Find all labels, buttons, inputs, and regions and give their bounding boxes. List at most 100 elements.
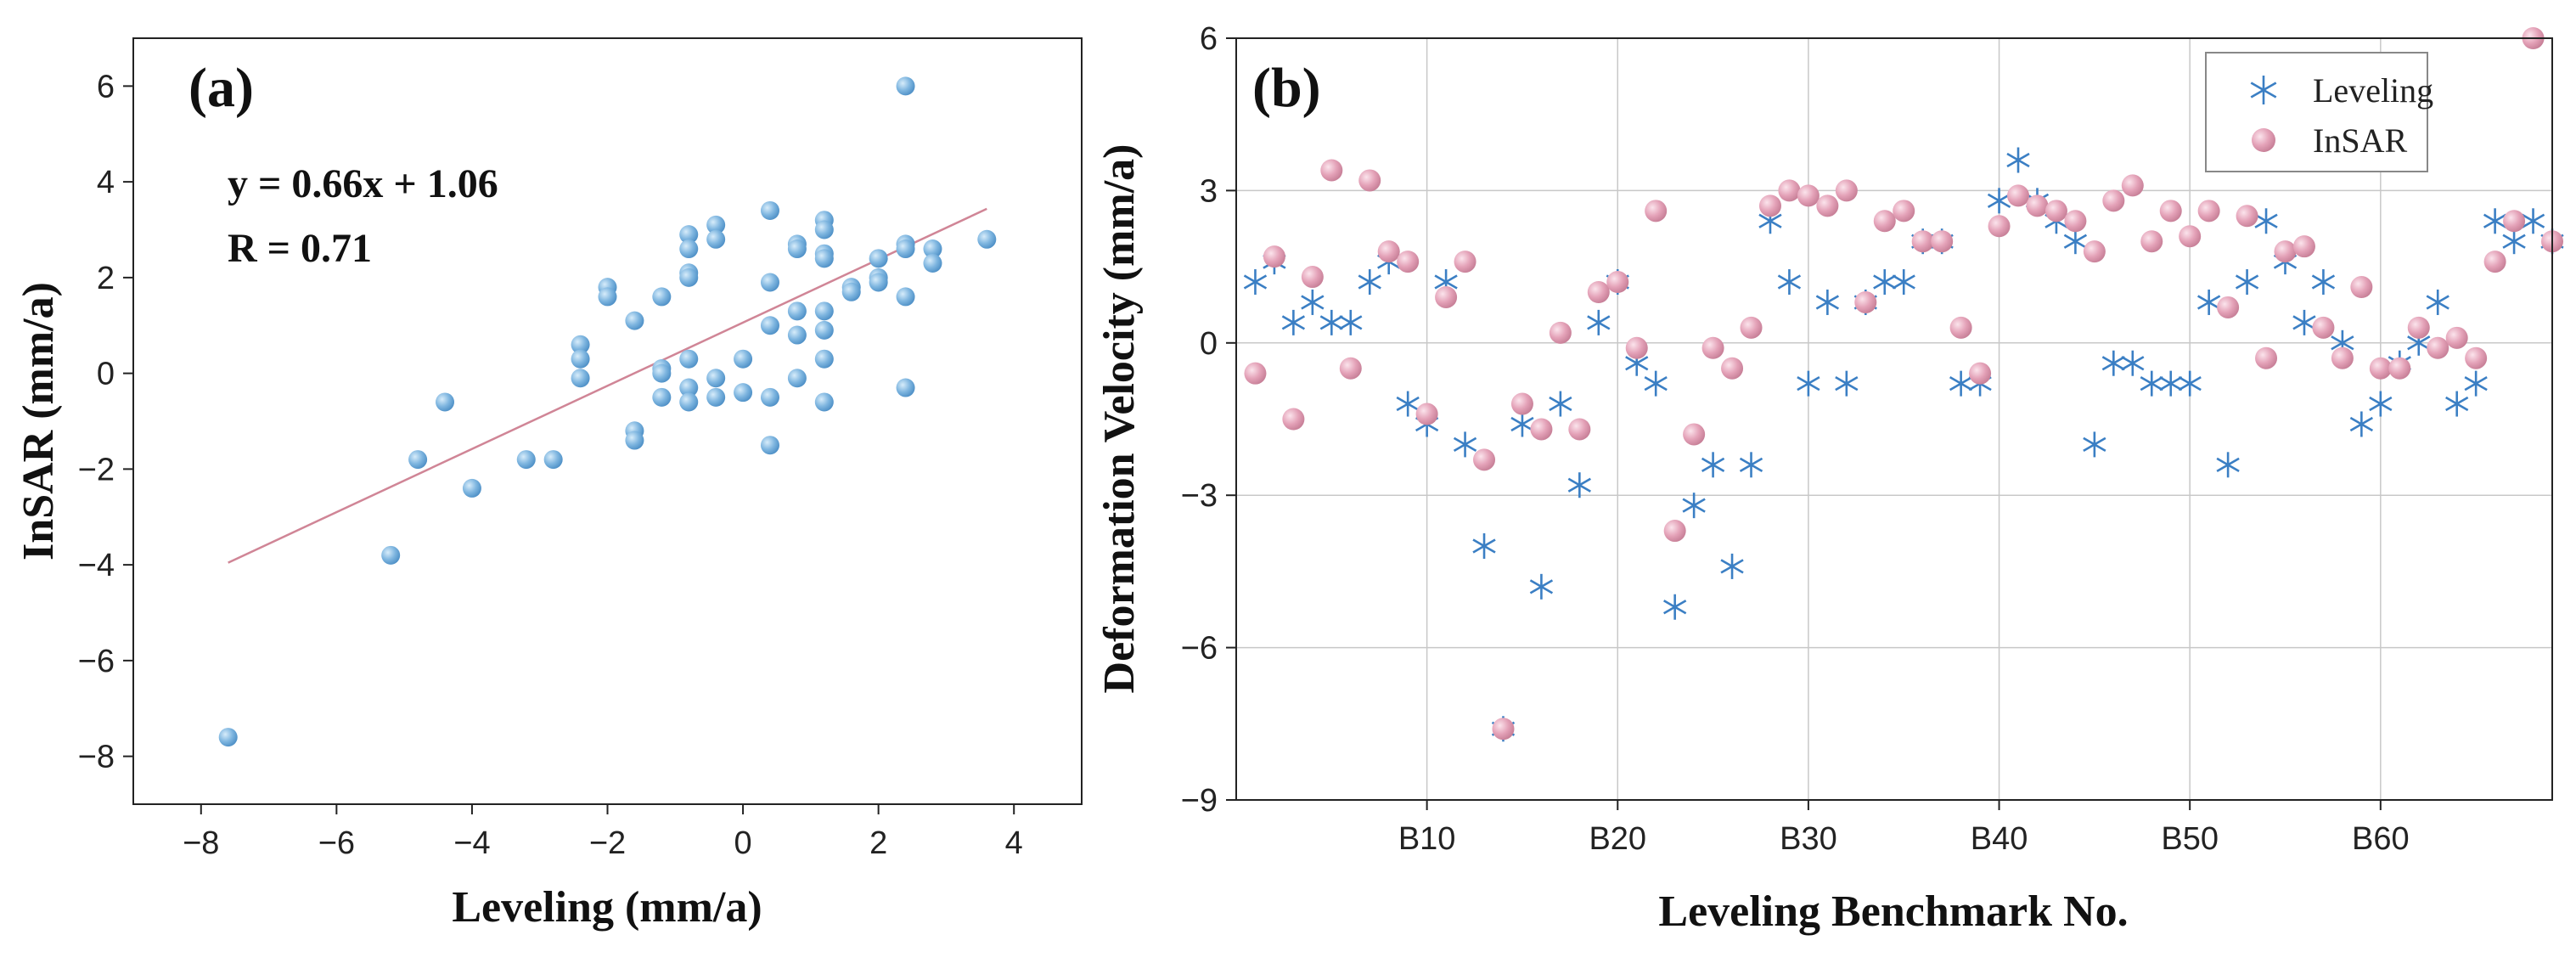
leveling-point-stroke <box>1281 315 1306 330</box>
x-tick-label: 2 <box>869 825 887 861</box>
insar-point <box>2350 276 2373 299</box>
data-point <box>652 287 672 307</box>
insar-point <box>1988 215 2011 238</box>
data-point <box>760 436 779 455</box>
leveling-point-stroke <box>1873 274 1897 290</box>
leveling-point <box>1472 533 1496 559</box>
data-point <box>814 349 834 369</box>
insar-point <box>2121 174 2144 197</box>
insar-point <box>1568 418 1591 441</box>
panel-a-frame <box>132 37 1083 805</box>
data-point <box>516 450 536 470</box>
leveling-point <box>2006 147 2030 173</box>
data-point <box>571 335 590 354</box>
correlation-text: R = 0.71 <box>228 226 372 271</box>
x-tick-label: 0 <box>734 825 752 861</box>
insar-point <box>1873 210 1896 233</box>
leveling-point <box>2349 411 2374 437</box>
data-point <box>977 229 997 249</box>
y-tick-label: 6 <box>1200 21 1218 57</box>
leveling-point-stroke <box>1243 274 1268 290</box>
data-point <box>625 311 644 330</box>
insar-point <box>2274 240 2297 263</box>
y-tick-label: 0 <box>97 357 115 392</box>
insar-point <box>1549 321 1572 344</box>
data-point <box>625 431 644 450</box>
insar-point <box>1778 179 1801 202</box>
data-point <box>896 378 915 397</box>
insar-point <box>1435 285 1458 308</box>
insar-point <box>2179 225 2202 248</box>
y-tick-label: −2 <box>78 452 115 487</box>
data-point <box>760 273 779 292</box>
leveling-point <box>1281 309 1306 335</box>
insar-point <box>1530 418 1553 441</box>
insar-point <box>1969 362 1992 385</box>
insar-point <box>1244 362 1267 385</box>
data-point <box>381 545 401 565</box>
scatter-panel-b: B10 B20 B30 B40 B50 B60 −9 −6 −3 0 3 6 (b) Leveling… <box>1095 21 2564 936</box>
insar-point <box>2292 235 2315 258</box>
panel-a-ylabel: InSAR (mm/a) <box>14 282 63 560</box>
insar-point <box>1320 159 1343 182</box>
leveling-point <box>1358 269 1381 296</box>
insar-point <box>1397 251 1420 273</box>
leveling-point <box>2254 208 2278 234</box>
leveling-point-stroke <box>1663 600 1687 615</box>
data-point <box>679 378 699 397</box>
insar-point <box>2083 240 2106 263</box>
legend-insar-marker <box>2252 128 2275 152</box>
insar-point <box>1377 240 1400 263</box>
legend: Leveling InSAR <box>2205 52 2433 172</box>
leveling-point <box>1396 391 1420 417</box>
leveling-point-stroke <box>1758 213 1782 228</box>
leveling-point <box>2216 452 2240 478</box>
leveling-point <box>1739 452 1763 478</box>
x-tick-label: B60 <box>2352 821 2410 857</box>
leveling-point <box>2292 309 2316 335</box>
leveling-point <box>1682 493 1706 519</box>
insar-point <box>1816 194 1839 217</box>
insar-point <box>1835 179 1858 202</box>
leveling-point-stroke <box>1701 457 1725 472</box>
leveling-point <box>2063 228 2088 255</box>
legend-insar-label: InSAR <box>2313 121 2407 160</box>
insar-point <box>2140 230 2163 253</box>
y-tick-label: 6 <box>97 69 115 104</box>
data-point <box>814 249 834 268</box>
insar-point <box>1454 251 1476 273</box>
insar-point <box>1263 245 1285 268</box>
leveling-point <box>2083 431 2106 458</box>
leveling-point-stroke <box>1949 376 1973 391</box>
panel-a-axes: −8 −6 −4 −2 0 2 4 −8 −6 −4 −2 0 2 4 6 <box>78 69 1023 861</box>
y-tick-label: −6 <box>1181 631 1218 667</box>
leveling-point <box>1949 370 1973 397</box>
leveling-point <box>2521 208 2545 234</box>
insar-point <box>1358 169 1381 192</box>
leveling-point-stroke <box>2216 457 2240 472</box>
data-point <box>896 76 915 96</box>
data-point <box>436 392 455 412</box>
legend-leveling-star-stroke <box>2250 82 2277 99</box>
x-tick-label: B20 <box>1589 821 1646 857</box>
leveling-point-stroke <box>1358 274 1381 290</box>
leveling-point-stroke <box>1892 274 1915 290</box>
insar-point <box>1282 408 1305 431</box>
data-point <box>408 450 428 470</box>
insar-point <box>1911 230 1934 253</box>
data-point <box>706 229 726 249</box>
leveling-point <box>1567 472 1591 498</box>
leveling-point-stroke <box>2006 152 2030 168</box>
leveling-point <box>2121 350 2145 376</box>
y-tick-label: 0 <box>1200 326 1218 362</box>
data-point <box>679 239 699 259</box>
insar-point <box>2197 200 2220 222</box>
panel-b-frame <box>1235 37 2553 801</box>
leveling-point <box>1873 269 1897 296</box>
panel-a-label: (a) <box>188 57 254 119</box>
panel-b-xlabel: Leveling Benchmark No. <box>1658 887 2128 936</box>
data-point <box>734 383 753 403</box>
legend-leveling-marker <box>2250 76 2277 104</box>
leveling-point-stroke <box>1587 315 1611 330</box>
